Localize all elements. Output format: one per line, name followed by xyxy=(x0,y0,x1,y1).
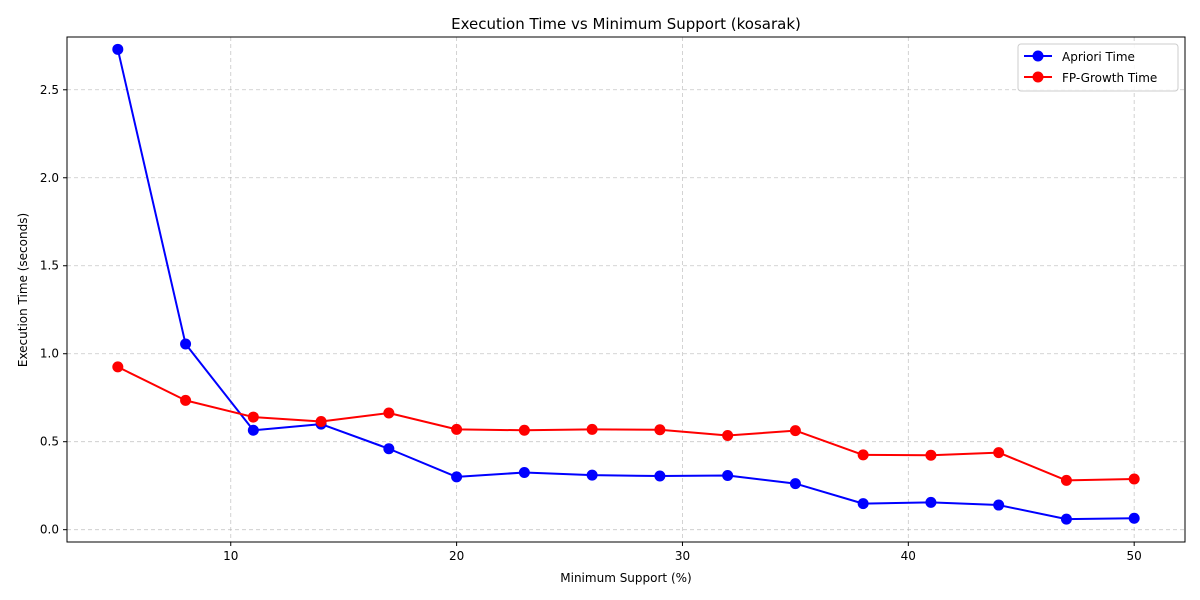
data-point-fp-growth-time xyxy=(247,411,259,423)
x-tick-label: 10 xyxy=(223,549,238,563)
data-point-apriori-time xyxy=(654,470,666,482)
data-point-apriori-time xyxy=(586,469,598,481)
data-point-apriori-time xyxy=(451,471,463,483)
x-axis-label: Minimum Support (%) xyxy=(560,571,691,585)
data-point-fp-growth-time xyxy=(789,425,801,437)
data-point-apriori-time xyxy=(925,496,937,508)
legend-marker-fpgrowth xyxy=(1032,71,1044,83)
legend: Apriori Time FP-Growth Time xyxy=(1017,43,1179,92)
data-point-fp-growth-time xyxy=(518,424,530,436)
data-point-fp-growth-time xyxy=(586,423,598,435)
data-point-fp-growth-time xyxy=(857,449,869,461)
data-point-fp-growth-time xyxy=(722,430,734,442)
data-point-apriori-time xyxy=(180,338,192,350)
y-tick-label: 1.5 xyxy=(40,259,59,273)
data-point-fp-growth-time xyxy=(1128,473,1140,485)
data-point-fp-growth-time xyxy=(383,407,395,419)
data-point-fp-growth-time xyxy=(925,449,937,461)
y-tick-label: 0.0 xyxy=(40,523,59,537)
y-tick-label: 1.0 xyxy=(40,347,59,361)
y-axis-label: Execution Time (seconds) xyxy=(16,213,30,367)
data-point-fp-growth-time xyxy=(315,415,327,427)
data-point-apriori-time xyxy=(112,43,124,55)
y-tick-label: 2.5 xyxy=(40,83,59,97)
legend-marker-apriori xyxy=(1032,50,1044,62)
x-tick-label: 20 xyxy=(449,549,464,563)
x-tick-label: 30 xyxy=(675,549,690,563)
y-tick-label: 0.5 xyxy=(40,435,59,449)
y-tick-label: 2.0 xyxy=(40,171,59,185)
chart-title: Execution Time vs Minimum Support (kosar… xyxy=(451,15,801,33)
data-point-apriori-time xyxy=(789,478,801,490)
grid-layer xyxy=(67,37,1185,542)
series-layer xyxy=(112,43,1140,525)
data-point-apriori-time xyxy=(722,469,734,481)
data-point-fp-growth-time xyxy=(654,424,666,436)
data-point-apriori-time xyxy=(518,466,530,478)
legend-box xyxy=(1017,43,1179,92)
series-line-fp-growth-time xyxy=(117,366,1135,482)
data-point-apriori-time xyxy=(1128,512,1140,524)
legend-label-fpgrowth: FP-Growth Time xyxy=(1062,71,1157,85)
series-line-apriori-time xyxy=(116,49,1135,521)
plot-area-frame xyxy=(66,36,1186,543)
data-point-apriori-time xyxy=(1060,513,1072,525)
data-point-apriori-time xyxy=(247,424,259,436)
x-tick-label: 50 xyxy=(1127,549,1142,563)
data-point-apriori-time xyxy=(383,443,395,455)
legend-label-apriori: Apriori Time xyxy=(1062,50,1135,64)
data-point-apriori-time xyxy=(993,499,1005,511)
data-point-fp-growth-time xyxy=(451,423,463,435)
data-point-fp-growth-time xyxy=(1060,474,1072,486)
tick-layer: 10 20 30 40 50 0.0 0.5 1.0 1.5 2.0 2.5 xyxy=(40,83,1142,563)
data-point-fp-growth-time xyxy=(112,361,124,373)
data-point-fp-growth-time xyxy=(180,394,192,406)
data-point-apriori-time xyxy=(857,498,869,510)
x-tick-label: 40 xyxy=(901,549,916,563)
data-point-fp-growth-time xyxy=(993,447,1005,459)
